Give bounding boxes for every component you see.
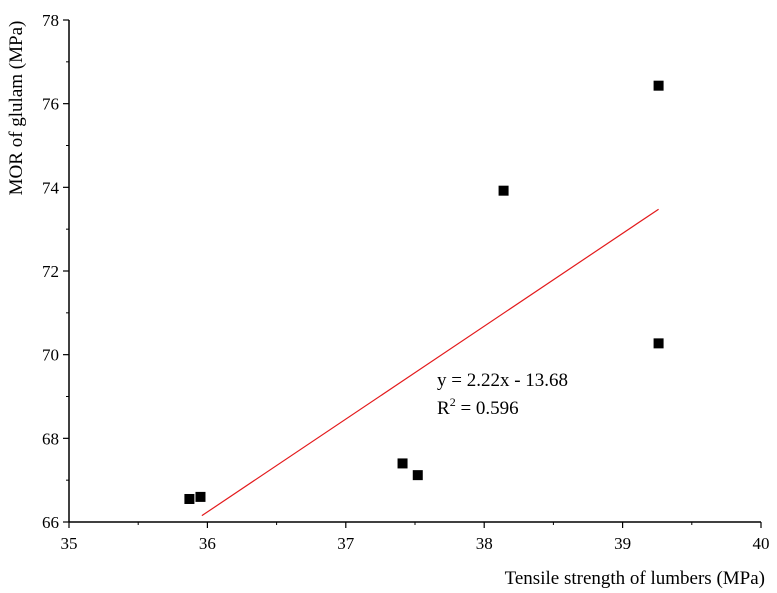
r-squared-label: R2 = 0.596 <box>437 395 519 419</box>
data-points <box>184 80 664 504</box>
x-axis-label: Tensile strength of lumbers (MPa) <box>505 568 765 589</box>
data-point <box>653 80 664 91</box>
y-tick-label: 66 <box>42 513 59 532</box>
data-point <box>195 491 206 502</box>
r-squared-superscript: 2 <box>450 395 456 409</box>
fit-equation: y = 2.22x - 13.68 <box>437 370 568 391</box>
x-tick-label: 37 <box>337 534 355 553</box>
r-squared-value: = 0.596 <box>456 398 519 419</box>
y-tick-label: 76 <box>42 95 59 114</box>
axes <box>68 20 761 523</box>
y-axis-ticks: 66 68 70 72 74 76 78 <box>42 11 69 532</box>
y-axis-label: MOR of glulam (MPa) <box>6 21 27 196</box>
x-tick-label: 38 <box>476 534 493 553</box>
data-point <box>653 338 664 349</box>
x-tick-label: 36 <box>199 534 216 553</box>
y-tick-label: 78 <box>42 11 59 30</box>
y-tick-label: 68 <box>42 429 59 448</box>
y-tick-label: 72 <box>42 262 59 281</box>
data-point <box>498 185 509 196</box>
trend-line <box>201 208 659 517</box>
trend-line-group <box>201 208 659 517</box>
x-tick-label: 40 <box>753 534 770 553</box>
data-point <box>412 470 423 481</box>
data-point <box>184 493 195 504</box>
x-axis-ticks: 35 36 37 38 39 40 <box>61 522 770 553</box>
x-tick-label: 39 <box>614 534 631 553</box>
data-point <box>397 458 408 469</box>
y-tick-label: 74 <box>42 178 60 197</box>
x-tick-label: 35 <box>61 534 78 553</box>
y-tick-label: 70 <box>42 346 59 365</box>
r-squared-prefix: R <box>437 398 450 419</box>
